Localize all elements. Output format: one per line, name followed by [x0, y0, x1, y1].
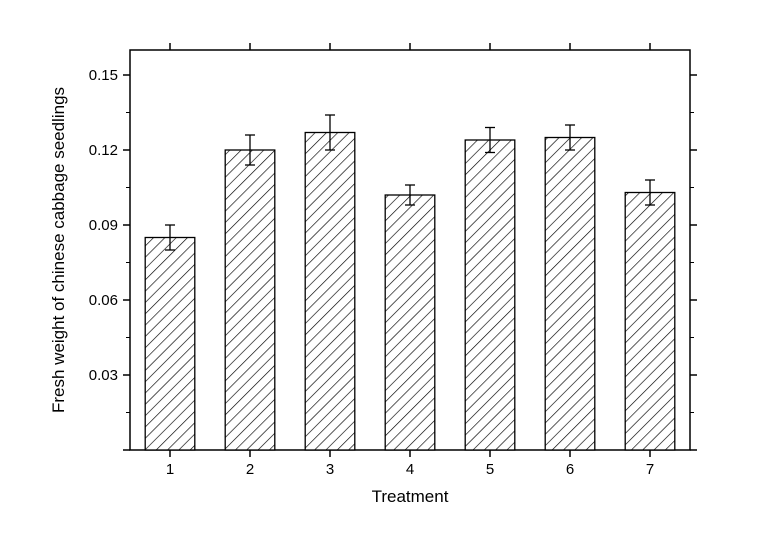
- svg-text:0.06: 0.06: [89, 292, 118, 309]
- svg-text:0.03: 0.03: [89, 367, 118, 384]
- bar: [305, 133, 355, 451]
- svg-text:3: 3: [326, 461, 334, 478]
- svg-text:0.09: 0.09: [89, 217, 118, 234]
- svg-text:0.15: 0.15: [89, 67, 118, 84]
- svg-text:4: 4: [406, 461, 414, 478]
- x-axis-label: Treatment: [372, 487, 449, 506]
- svg-text:0.12: 0.12: [89, 142, 118, 159]
- bar: [145, 238, 195, 451]
- bar: [545, 138, 595, 451]
- svg-text:2: 2: [246, 461, 254, 478]
- svg-text:5: 5: [486, 461, 494, 478]
- bar: [225, 150, 275, 450]
- bar: [625, 193, 675, 451]
- svg-text:6: 6: [566, 461, 574, 478]
- bar: [465, 140, 515, 450]
- svg-text:1: 1: [166, 461, 174, 478]
- y-axis-label: Fresh weight of chinese cabbage seedling…: [49, 87, 68, 413]
- bar-chart: 0.03 0.06 0.09 0.12 0.15 1 2 3 4 5 6 7 Treatment Fres…: [20, 20, 740, 530]
- bar: [385, 195, 435, 450]
- svg-text:7: 7: [646, 461, 654, 478]
